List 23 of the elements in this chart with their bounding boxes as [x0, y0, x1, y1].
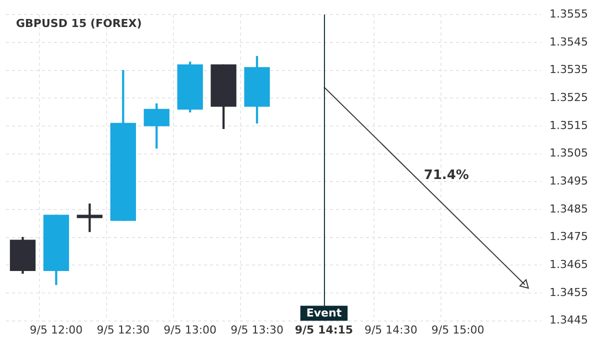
x-tick-label: 9/5 15:00	[431, 323, 484, 336]
y-tick-label: 1.3505	[550, 146, 588, 160]
y-tick-label: 1.3465	[550, 258, 588, 271]
y-tick-label: 1.3475	[550, 230, 588, 244]
y-tick-label: 1.3525	[550, 90, 588, 104]
y-tick-label: 1.3515	[550, 118, 588, 132]
annotation: 71.4%	[424, 168, 469, 184]
x-tick-label: 9/5 14:15	[294, 323, 354, 336]
y-tick-label: 1.3455	[550, 286, 588, 299]
candlestick	[76, 204, 103, 232]
x-tick-label: 9/5 13:00	[164, 323, 217, 336]
y-tick-label: 1.3555	[550, 7, 588, 20]
y-tick-label: 1.3545	[550, 35, 588, 48]
x-tick-label: 9/5 12:00	[30, 323, 83, 336]
y-tick-label: 1.3535	[550, 63, 588, 76]
x-tick-label: 9/5 12:30	[96, 323, 150, 336]
ref-line-label: Event	[306, 306, 342, 320]
x-tick-label: 9/5 14:30	[364, 323, 418, 336]
chart-title: GBPUSD 15 (FOREX)	[16, 16, 142, 30]
y-tick-label: 1.3445	[550, 314, 588, 327]
x-tick-label: 9/5 13:30	[230, 323, 284, 336]
y-tick-label: 1.3495	[550, 174, 588, 188]
y-tick-label: 1.3485	[550, 202, 588, 216]
